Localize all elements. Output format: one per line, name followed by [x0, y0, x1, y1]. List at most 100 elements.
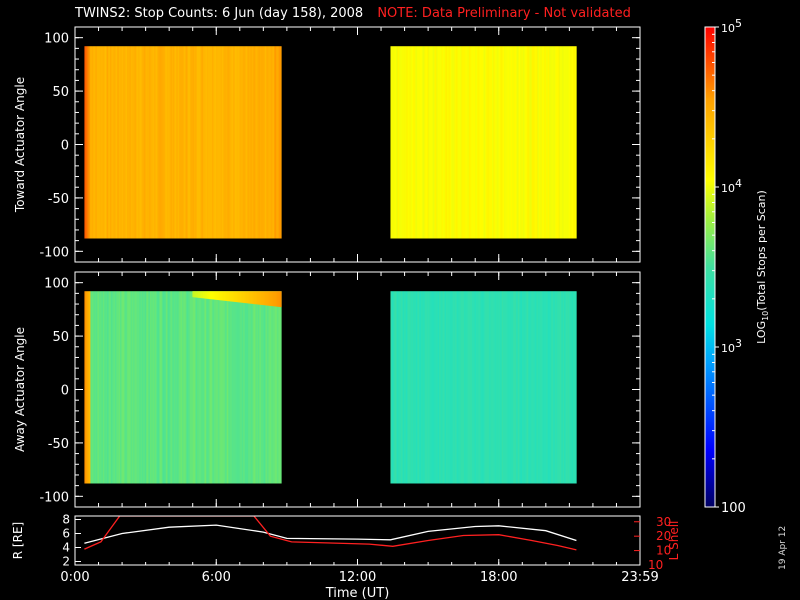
heatmap-column: [149, 291, 151, 484]
heatmap-column: [270, 291, 272, 484]
heatmap-column: [425, 291, 427, 484]
heatmap-column: [530, 291, 532, 484]
heatmap-column: [267, 291, 269, 484]
heatmap-column: [208, 46, 210, 239]
heatmap-column: [200, 291, 202, 484]
heatmap-column: [460, 46, 462, 239]
heatmap-column: [550, 46, 552, 239]
x-tick-label: 12:00: [339, 570, 376, 585]
heatmap-column: [428, 291, 430, 484]
heatmap-column: [105, 46, 107, 239]
heatmap-feature: [258, 291, 260, 305]
heatmap-column: [126, 291, 128, 484]
heatmap-feature: [193, 291, 195, 298]
heatmap-column: [570, 46, 572, 239]
heatmap-column: [493, 46, 495, 239]
heatmap-column: [444, 46, 446, 239]
heatmap-column: [423, 46, 425, 239]
heatmap-column: [399, 291, 401, 484]
heatmap-column: [203, 46, 205, 239]
heatmap-column: [186, 291, 188, 484]
heatmap-column: [402, 46, 404, 239]
heatmap-column: [248, 291, 250, 484]
heatmap-column: [556, 46, 558, 239]
heatmap-column: [258, 291, 260, 484]
heatmap-column: [463, 291, 465, 484]
heatmap-column: [204, 291, 206, 484]
heatmap-column: [260, 291, 262, 484]
heatmap-column: [231, 291, 233, 484]
heatmap-column: [502, 291, 504, 484]
heatmap-column: [426, 46, 428, 239]
heatmap-column: [499, 291, 501, 484]
heatmap-column: [532, 46, 534, 239]
heatmap-column: [504, 46, 506, 239]
heatmap-column: [209, 46, 211, 239]
heatmap-column: [102, 291, 104, 484]
heatmap-column: [462, 46, 464, 239]
heatmap-column: [424, 291, 426, 484]
heatmap-column: [234, 291, 236, 484]
plot-title: TWINS2: Stop Counts: 6 Jun (day 158), 20…: [75, 6, 631, 21]
right-y-tick-label: 20: [656, 529, 671, 543]
heatmap-column: [115, 46, 117, 239]
heatmap-column: [476, 291, 478, 484]
x-tick-label: 0:00: [60, 570, 89, 585]
heatmap-column: [560, 291, 562, 484]
heatmap-column: [126, 46, 128, 239]
heatmap-column: [257, 291, 259, 484]
heatmap-column: [199, 46, 201, 239]
colorbar-tick-label: 103: [721, 337, 742, 355]
heatmap-column: [185, 46, 187, 239]
heatmap-column: [183, 291, 185, 484]
heatmap-column: [147, 291, 149, 484]
heatmap-column: [103, 46, 105, 239]
heatmap-column: [497, 46, 499, 239]
heatmap-feature: [273, 291, 275, 307]
heatmap-column: [514, 46, 516, 239]
heatmap-column: [220, 291, 222, 484]
heatmap-column: [114, 46, 116, 239]
heatmap-column: [503, 291, 505, 484]
heatmap-column: [507, 291, 509, 484]
heatmap-column: [204, 46, 206, 239]
heatmap-column: [453, 46, 455, 239]
heatmap-column: [462, 291, 464, 484]
heatmap-column: [433, 46, 435, 239]
heatmap-column: [128, 46, 130, 239]
heatmap-column: [456, 291, 458, 484]
heatmap-feature: [198, 291, 200, 298]
heatmap-column: [558, 46, 560, 239]
heatmap-column: [452, 291, 454, 484]
heatmap-column: [517, 46, 519, 239]
heatmap-column: [181, 291, 183, 484]
heatmap-column: [164, 46, 166, 239]
heatmap-column: [467, 291, 469, 484]
heatmap-column: [421, 291, 423, 484]
heatmap-column: [270, 46, 272, 239]
heatmap-column: [538, 291, 540, 484]
heatmap-column: [162, 291, 164, 484]
heatmap-column: [248, 46, 250, 239]
y-tick-label: 100: [44, 32, 69, 47]
heatmap-column: [249, 291, 251, 484]
heatmap-feature: [209, 291, 211, 300]
heatmap-column: [524, 46, 526, 239]
heatmap-column: [97, 46, 99, 239]
heatmap-feature: [259, 291, 261, 305]
heatmap-feature: [212, 291, 214, 300]
heatmap-column: [510, 46, 512, 239]
r-series-line: [84, 524, 577, 544]
heatmap-column: [545, 291, 547, 484]
heatmap-feature: [247, 291, 249, 304]
heatmap-column: [221, 291, 223, 484]
heatmap-column: [573, 291, 575, 484]
heatmap-column: [575, 291, 577, 484]
heatmap-column: [430, 46, 432, 239]
heatmap-column: [266, 291, 268, 484]
heatmap-column: [166, 291, 168, 484]
heatmap-column: [572, 46, 574, 239]
heatmap-column: [461, 291, 463, 484]
heatmap-column: [172, 291, 174, 484]
